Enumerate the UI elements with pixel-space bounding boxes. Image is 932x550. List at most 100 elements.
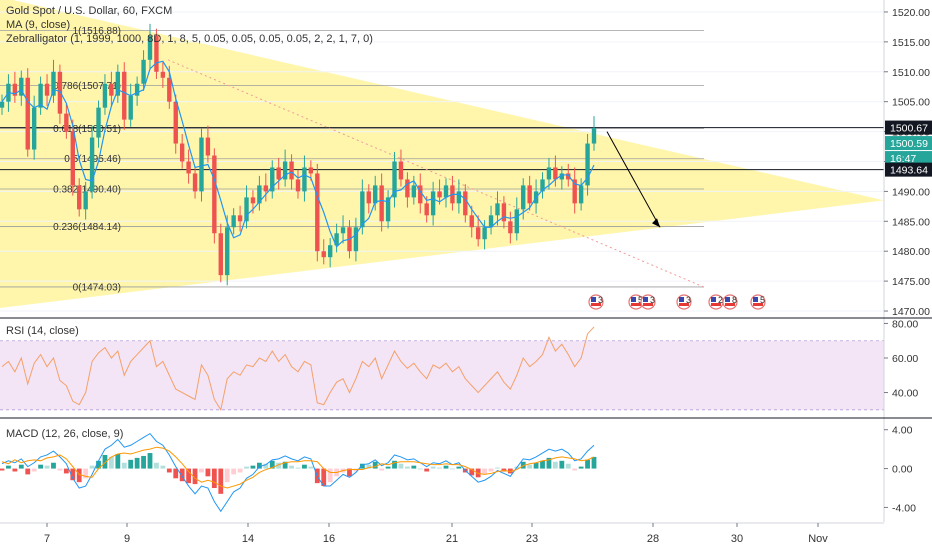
macd-histogram-bar[interactable] — [347, 468, 352, 477]
macd-histogram-bar[interactable] — [540, 460, 545, 469]
macd-histogram-bar[interactable] — [38, 464, 44, 469]
macd-histogram-bar[interactable] — [591, 456, 597, 469]
macd-histogram-bar[interactable] — [392, 460, 397, 469]
ma-legend[interactable]: MA (9, close) — [6, 19, 71, 31]
macd-histogram-bar[interactable] — [231, 468, 237, 475]
macd-histogram-bar[interactable] — [224, 468, 230, 483]
candle-body[interactable] — [514, 209, 519, 234]
candle-body[interactable] — [109, 83, 114, 96]
macd-histogram-bar[interactable] — [147, 453, 153, 469]
macd-histogram-bar[interactable] — [134, 457, 140, 469]
candle-body[interactable] — [295, 179, 301, 192]
macd-histogram-bar[interactable] — [44, 465, 50, 469]
candle-body[interactable] — [501, 203, 507, 222]
candle-body[interactable] — [469, 215, 474, 228]
candle-body[interactable] — [128, 95, 133, 120]
candle-body[interactable] — [12, 83, 18, 96]
rsi-label[interactable]: RSI (14, close) — [6, 325, 79, 337]
macd-histogram-bar[interactable] — [546, 457, 552, 469]
candle-body[interactable] — [122, 71, 127, 120]
candle-body[interactable] — [572, 179, 577, 204]
rsi-pane[interactable] — [0, 326, 884, 412]
macd-histogram-bar[interactable] — [398, 463, 404, 469]
macd-histogram-bar[interactable] — [244, 466, 249, 469]
macd-histogram-bar[interactable] — [404, 466, 410, 469]
candle-body[interactable] — [482, 227, 487, 240]
candle-body[interactable] — [19, 77, 24, 96]
macd-histogram-bar[interactable] — [276, 462, 282, 469]
candle-body[interactable] — [96, 107, 101, 138]
macd-histogram-bar[interactable] — [237, 468, 243, 473]
macd-histogram-bar[interactable] — [102, 454, 108, 469]
macd-histogram-bar[interactable] — [141, 455, 146, 469]
macd-histogram-bar[interactable] — [63, 468, 69, 474]
macd-histogram-bar[interactable] — [552, 461, 558, 469]
candle-body[interactable] — [585, 143, 590, 186]
candle-body[interactable] — [366, 191, 371, 204]
candle-body[interactable] — [276, 167, 281, 180]
candle-body[interactable] — [456, 191, 462, 204]
candle-body[interactable] — [192, 173, 198, 192]
candle-body[interactable] — [199, 137, 204, 192]
candle-body[interactable] — [398, 161, 404, 180]
macd-histogram-bar[interactable] — [0, 468, 5, 471]
macd-histogram-bar[interactable] — [6, 465, 11, 469]
candle-body[interactable] — [141, 59, 146, 84]
macd-histogram-bar[interactable] — [166, 468, 172, 473]
macd-histogram-bar[interactable] — [488, 468, 494, 472]
macd-histogram-bar[interactable] — [379, 468, 385, 471]
candle-body[interactable] — [424, 203, 429, 216]
macd-histogram-bar[interactable] — [269, 460, 275, 469]
macd-histogram-bar[interactable] — [205, 468, 211, 477]
macd-histogram-bar[interactable] — [533, 462, 539, 469]
candle-body[interactable] — [237, 215, 243, 222]
macd-histogram-bar[interactable] — [385, 466, 391, 469]
macd-histogram-bar[interactable] — [559, 460, 565, 469]
macd-histogram-bar[interactable] — [115, 454, 121, 469]
candle-body[interactable] — [244, 197, 249, 222]
macd-label[interactable]: MACD (12, 26, close, 9) — [6, 428, 124, 440]
macd-histogram-bar[interactable] — [456, 466, 462, 469]
candle-body[interactable] — [418, 185, 423, 204]
macd-histogram-bar[interactable] — [572, 468, 578, 471]
symbol-title[interactable]: Gold Spot / U.S. Dollar, 60, FXCM — [6, 5, 173, 17]
candle-body[interactable] — [289, 161, 294, 180]
macd-histogram-bar[interactable] — [160, 465, 166, 469]
candle-body[interactable] — [0, 101, 5, 108]
candle-body[interactable] — [411, 185, 417, 198]
macd-histogram-bar[interactable] — [31, 468, 37, 472]
candle-body[interactable] — [463, 191, 468, 216]
candle-body[interactable] — [282, 161, 288, 180]
macd-histogram-bar[interactable] — [173, 468, 179, 479]
macd-histogram-bar[interactable] — [89, 465, 95, 469]
candle-body[interactable] — [179, 143, 185, 162]
macd-histogram-bar[interactable] — [199, 468, 204, 473]
macd-histogram-bar[interactable] — [218, 468, 224, 494]
candle-body[interactable] — [154, 35, 159, 72]
macd-histogram-bar[interactable] — [108, 456, 114, 469]
candle-body[interactable] — [521, 185, 526, 210]
macd-histogram-bar[interactable] — [12, 468, 18, 472]
candle-body[interactable] — [257, 185, 262, 204]
macd-histogram-bar[interactable] — [302, 464, 307, 469]
macd-histogram-bar[interactable] — [372, 461, 378, 469]
candle-body[interactable] — [321, 251, 326, 258]
candle-body[interactable] — [212, 155, 217, 234]
candle-body[interactable] — [147, 35, 153, 60]
candle-body[interactable] — [392, 161, 397, 198]
macd-histogram-bar[interactable] — [18, 464, 24, 469]
macd-histogram-bar[interactable] — [295, 467, 301, 469]
macd-histogram-bar[interactable] — [211, 468, 217, 488]
macd-histogram-bar[interactable] — [578, 466, 584, 469]
candle-body[interactable] — [546, 167, 552, 180]
candle-body[interactable] — [334, 233, 339, 246]
macd-histogram-bar[interactable] — [263, 463, 269, 469]
macd-histogram-bar[interactable] — [308, 466, 314, 469]
candle-body[interactable] — [134, 83, 140, 96]
candle-body[interactable] — [263, 185, 269, 192]
macd-histogram-bar[interactable] — [128, 459, 134, 469]
candle-body[interactable] — [173, 101, 178, 144]
candle-body[interactable] — [495, 203, 500, 216]
macd-histogram-bar[interactable] — [179, 468, 185, 482]
